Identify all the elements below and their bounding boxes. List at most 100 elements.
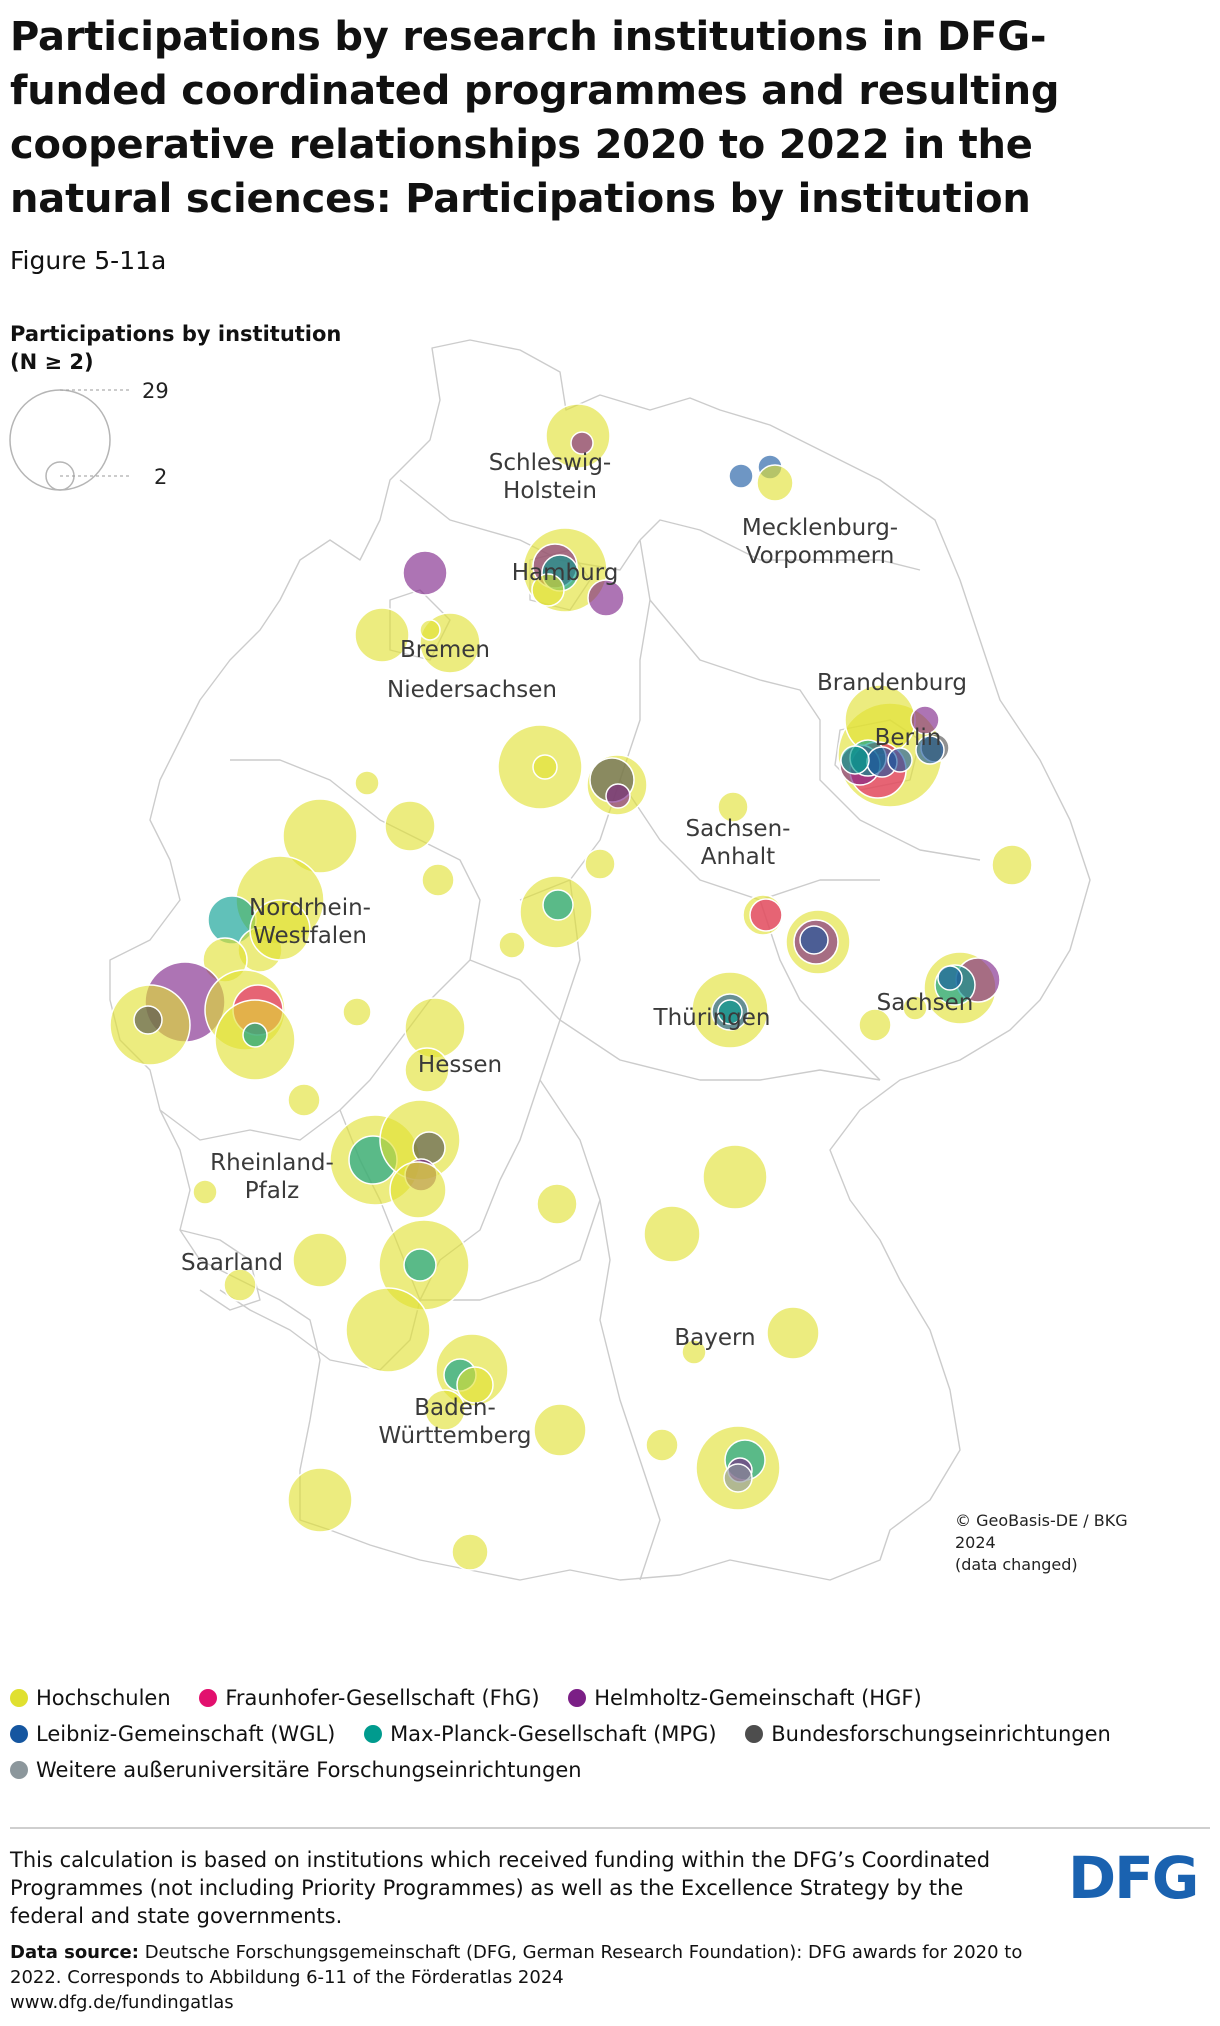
region-label-line1: Rheinland- [210,1150,334,1176]
bubble-hs [389,1161,447,1219]
bubble-hs [584,848,616,880]
bubble-hs [287,1083,321,1117]
border-thueringen-bayern [559,879,881,1081]
bubble-hs [681,1339,707,1365]
region-label-niedersachsen: Niedersachsen [387,677,557,703]
border-bw-bayern [539,1079,661,1581]
bubble-hs [292,1232,348,1288]
country-outline [109,339,1091,1581]
bubble-hs [533,1403,587,1457]
border-mecklenburg [639,519,921,571]
legend-item-fhg: Fraunhofer-Gesellschaft (FhG) [199,1686,540,1710]
bubble-mpg [840,745,870,775]
bubble-hs [424,1389,466,1431]
bubble-hs [384,800,436,852]
germany-map: Schleswig-Holstein Mecklenburg-Vorpommern… [109,339,1091,1581]
region-label-line1: Sachsen- [686,816,791,842]
bubble-hs [531,573,565,607]
bubble-hgf [570,431,594,455]
region-label-line1: Niedersachsen [387,677,557,703]
region-label-berlin: Berlin [875,725,942,751]
legend-label-hgf: Helmholtz-Gemeinschaft (HGF) [594,1686,922,1710]
bubble-hs [532,754,558,780]
bubble-hgf [910,705,940,735]
size-legend-title-line1: Participations by institution [10,322,342,346]
category-legend: Hochschulen Fraunhofer-Gesellschaft (FhG… [10,1680,1210,1788]
legend-swatch-wae [10,1761,28,1779]
border-brandenburg-west [649,599,981,861]
region-label-hamburg: Hamburg [512,560,619,586]
region-label-line2: Württemberg [379,1423,532,1449]
region-label-bayern: Bayern [674,1325,755,1351]
region-label-line1: Sachsen [877,990,974,1016]
dfg-logo: DFG [1068,1850,1199,1906]
source-text: Deutsche Forschungsgemeinschaft (DFG, Ge… [10,1942,1023,1988]
region-label-line1: Schleswig- [489,450,611,476]
method-note: This calculation is based on institution… [10,1848,991,1928]
region-labels: Schleswig-Holstein Mecklenburg-Vorpommern… [181,450,973,1449]
legend-item-hs: Hochschulen [10,1686,171,1710]
bubble-hs [717,791,749,823]
bubbles-layer [109,403,1033,1571]
legend-swatch-fhg [199,1689,218,1707]
bubble-hs [536,1183,578,1225]
page-title: Participations by research institutions … [10,14,1060,222]
bubble-hs [419,619,441,641]
bubble-hs [354,770,380,796]
bubble-hs [756,464,794,502]
region-label-line1: Saarland [181,1250,283,1276]
bubble-hs [354,607,410,663]
border-niedersachsen-east [519,539,651,901]
figure-number: Figure 5-11a [10,246,167,275]
bubble-wgl [937,965,963,991]
dfg-logo-text: DFG [1068,1850,1197,1906]
region-label-sachsen: Sachsen [877,990,974,1016]
bubble-hs [223,1268,257,1302]
bubble-hs [498,931,526,959]
region-label-line2: Holstein [503,478,597,504]
bubble-wgl [887,747,913,773]
bubble-hs [451,1533,489,1571]
bubble-hs [287,1467,353,1533]
copyright-line1: © GeoBasis-DE / BKG [955,1511,1128,1530]
bubble-hs [766,1306,820,1360]
bubble-wgl [728,463,754,489]
size-legend-min-label: 2 [154,465,167,489]
region-label-bremen: Bremen [400,637,490,663]
region-label-line1: Nordrhein- [249,895,371,921]
region-label-line1: Baden- [414,1395,496,1421]
region-label-nordrhein-westfalen: Nordrhein-Westfalen [249,895,371,949]
data-source: Data source: Deutsche Forschungsgemeinsc… [10,1940,1040,2015]
region-label-line1: Bayern [674,1325,755,1351]
legend-swatch-hs [10,1689,28,1707]
copyright-line3: (data changed) [955,1555,1078,1574]
bubble-hs [645,1428,679,1462]
bubble-hgf [402,550,448,596]
region-label-brandenburg: Brandenburg [817,670,967,696]
region-label-thueringen: Thüringen [653,1005,771,1031]
source-url[interactable]: www.dfg.de/fundingatlas [10,1992,234,2013]
bubble-hs [902,995,928,1021]
legend-swatch-hgf [568,1689,587,1707]
legend-label-hs: Hochschulen [36,1686,171,1710]
legend-label-bfe: Bundesforschungseinrichtungen [771,1722,1111,1746]
region-label-line2: Pfalz [245,1178,300,1204]
region-label-saarland: Saarland [181,1250,283,1276]
size-legend-title: Participations by institution (N ≥ 2) [10,320,341,376]
copyright-note: © GeoBasis-DE / BKG 2024 (data changed) [955,1510,1128,1576]
region-label-hessen: Hessen [418,1052,502,1078]
bubble-hs [991,844,1033,886]
legend-item-mpg: Max-Planck-Gesellschaft (MPG) [364,1722,717,1746]
size-legend-max-label: 29 [142,380,169,403]
border-bw-hessen [420,1199,601,1301]
bubble-bfe [133,1005,163,1035]
bubble-hs [702,1144,768,1210]
region-label-mecklenburg-vorpommern: Mecklenburg-Vorpommern [742,515,898,569]
region-label-line2: Westfalen [253,923,367,949]
region-label-line1: Bremen [400,637,490,663]
bubble-hs [342,997,372,1027]
bubble-hs [282,798,358,874]
legend-label-mpg: Max-Planck-Gesellschaft (MPG) [390,1722,717,1746]
bubble-hs [192,1179,218,1205]
region-label-line2: Anhalt [701,844,775,870]
